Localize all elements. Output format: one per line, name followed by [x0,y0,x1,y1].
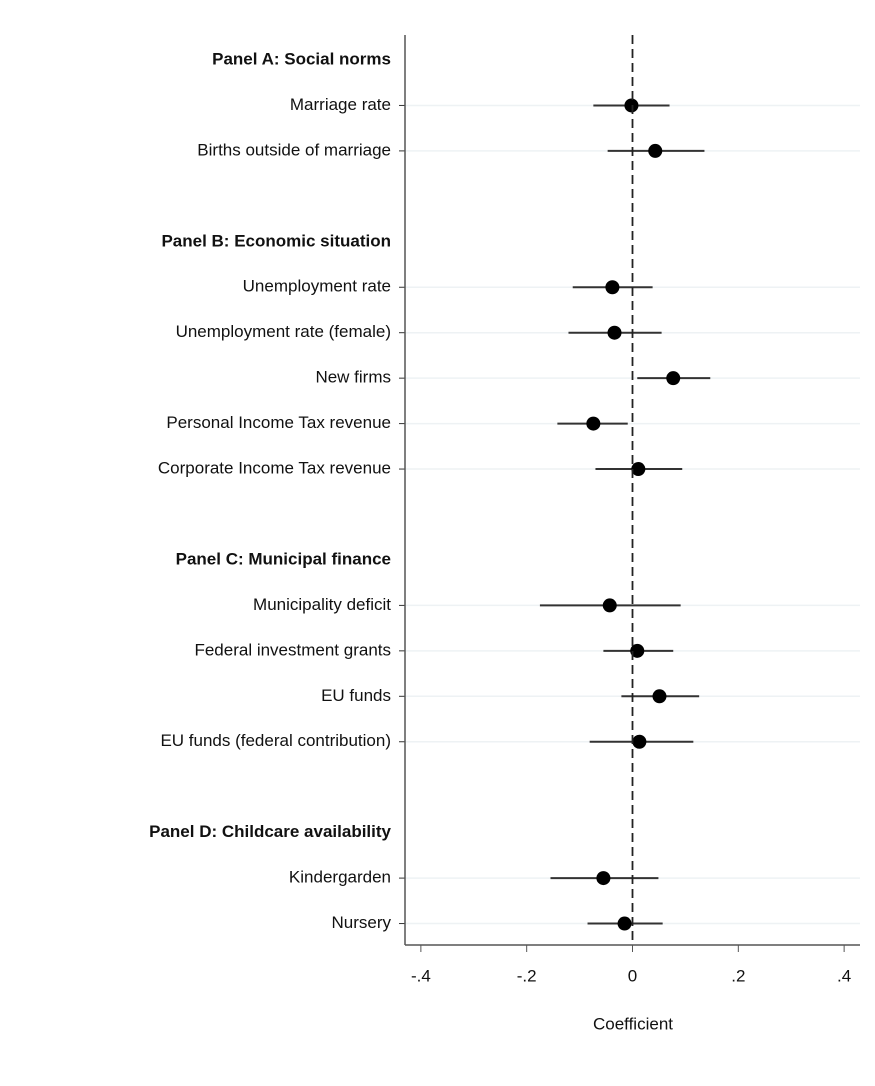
panel-title: Panel D: Childcare availability [149,822,391,841]
point-estimate [607,325,622,340]
point-estimate [648,143,663,158]
point-estimate [605,280,620,295]
point-estimate [602,598,617,613]
y-tick-label: Unemployment rate [243,277,391,296]
y-tick-label: Kindergarden [289,868,391,887]
y-tick-label: Federal investment grants [194,640,391,659]
x-tick-label: -.4 [411,966,431,985]
x-tick-label: 0 [628,966,637,985]
point-estimate [632,734,647,749]
point-estimate [630,643,645,658]
y-tick-label: Marriage rate [290,95,391,114]
point-estimate [624,98,639,113]
point-estimate [586,416,601,431]
y-tick-label: Corporate Income Tax revenue [158,459,391,478]
y-tick-label: Municipality deficit [253,595,391,614]
y-tick-label: EU funds [321,686,391,705]
point-estimate [652,689,667,704]
y-tick-label: Nursery [331,913,391,932]
x-tick-label: .4 [837,966,851,985]
point-estimate [617,916,632,931]
panel-title: Panel A: Social norms [212,49,391,68]
y-tick-label: Unemployment rate (female) [176,322,391,341]
y-tick-label: New firms [315,368,391,387]
x-axis-label: Coefficient [593,1014,673,1033]
panel-title: Panel B: Economic situation [161,231,391,250]
x-tick-label: -.2 [517,966,537,985]
y-tick-label: EU funds (federal contribution) [160,731,391,750]
point-estimate [666,371,681,386]
panel-title: Panel C: Municipal finance [176,549,391,568]
point-estimate [596,871,611,886]
y-tick-label: Births outside of marriage [197,140,391,159]
point-estimate [631,462,646,477]
y-tick-label: Personal Income Tax revenue [166,413,391,432]
x-tick-label: .2 [731,966,745,985]
